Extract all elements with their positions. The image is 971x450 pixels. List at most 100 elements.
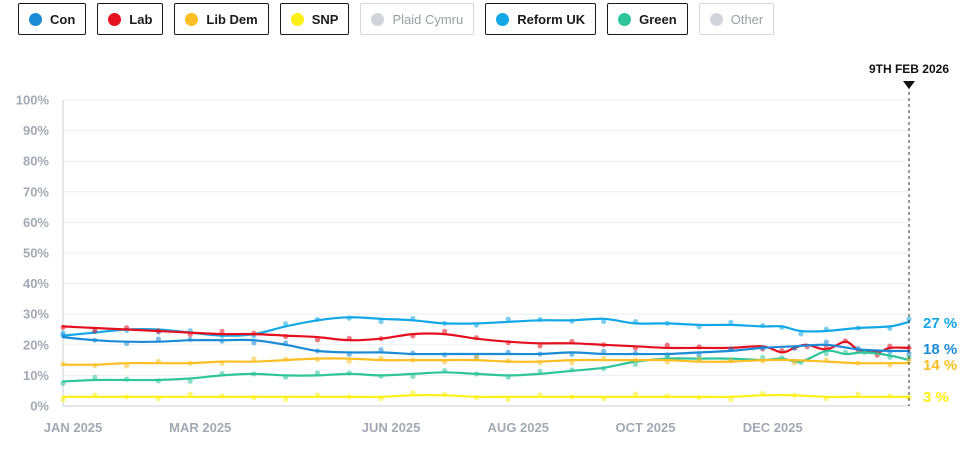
- poll-point: [505, 396, 511, 403]
- poll-point: [664, 342, 670, 348]
- legend-dot-icon: [185, 12, 199, 26]
- legend-label: Other: [730, 11, 764, 27]
- poll-point: [537, 368, 543, 374]
- legend-chip-green[interactable]: Green: [607, 3, 688, 35]
- trend-line: [61, 393, 911, 399]
- party-legend: Con Lab Lib Dem SNP Plaid Cymru Reform UK Gree…: [18, 3, 775, 35]
- trend-line: [61, 325, 911, 354]
- poll-point: [346, 358, 352, 364]
- poll-point: [155, 336, 162, 342]
- legend-label: Lab: [129, 11, 153, 27]
- end-label-reform-uk: 27 %: [923, 315, 957, 332]
- poll-point: [906, 357, 912, 364]
- y-tick-label: 20%: [23, 337, 49, 352]
- y-tick-label: 30%: [23, 307, 49, 322]
- series-lib-dem: [60, 354, 912, 369]
- x-tick-label: MAR 2025: [169, 420, 231, 435]
- poll-point: [798, 331, 804, 337]
- poll-point: [823, 339, 829, 345]
- end-label-snp: 3 %: [923, 389, 949, 406]
- x-tick-label: JUN 2025: [362, 420, 421, 435]
- date-marker: 9TH FEB 2026: [869, 62, 949, 406]
- poll-point: [696, 356, 702, 362]
- legend-chip-reform-uk[interactable]: Reform UK: [485, 3, 597, 35]
- y-tick-label: 40%: [23, 276, 49, 291]
- y-tick-label: 50%: [23, 246, 49, 261]
- poll-point: [632, 361, 639, 367]
- poll-point: [251, 340, 257, 346]
- y-tick-label: 90%: [23, 123, 49, 138]
- poll-point: [219, 328, 225, 334]
- y-tick-label: 100%: [16, 93, 50, 108]
- y-tick-label: 70%: [23, 184, 49, 199]
- poll-point: [855, 391, 861, 397]
- legend-label: Green: [639, 11, 677, 27]
- poll-point: [728, 396, 734, 403]
- series-lines: [60, 315, 912, 403]
- x-tick-label: AUG 2025: [488, 420, 549, 435]
- legend-dot-icon: [290, 12, 304, 26]
- legend-chip-lib-dem[interactable]: Lib Dem: [174, 3, 269, 35]
- grid-lines: [62, 99, 909, 407]
- x-tick-label: OCT 2025: [615, 420, 675, 435]
- legend-chip-con[interactable]: Con: [18, 3, 87, 35]
- poll-point: [283, 396, 289, 403]
- marker-label: 9TH FEB 2026: [869, 62, 949, 76]
- legend-chip-other[interactable]: Other: [698, 3, 775, 35]
- poll-point: [601, 348, 607, 354]
- series-lab: [60, 324, 912, 358]
- legend-chip-lab[interactable]: Lab: [97, 3, 164, 35]
- poll-point: [92, 374, 98, 380]
- legend-dot-icon: [496, 12, 510, 26]
- poll-point: [314, 337, 321, 343]
- poll-point: [60, 396, 66, 403]
- series-snp: [60, 389, 912, 403]
- poll-point: [537, 343, 543, 349]
- poll-point: [791, 360, 798, 366]
- y-tick-label: 60%: [23, 215, 49, 230]
- poll-point: [906, 316, 912, 322]
- poll-point: [410, 389, 416, 396]
- poll-point: [632, 391, 639, 397]
- poll-point: [124, 363, 130, 369]
- x-tick-label: DEC 2025: [743, 420, 803, 435]
- end-labels: 27 % 18 %14 % 3 %: [923, 315, 957, 406]
- y-tick-label: 0%: [30, 399, 49, 414]
- poll-point: [601, 318, 607, 325]
- poll-point: [569, 360, 575, 366]
- poll-point: [760, 354, 766, 360]
- poll-point: [251, 356, 257, 362]
- trend-line: [61, 336, 911, 356]
- legend-label: Reform UK: [517, 11, 586, 27]
- poll-point: [906, 351, 912, 357]
- end-label-lib-dem: 14 %: [923, 357, 957, 374]
- poll-point: [473, 354, 480, 360]
- legend-label: Plaid Cymru: [392, 11, 464, 27]
- x-tick-label: JAN 2025: [44, 420, 103, 435]
- legend-dot-icon: [709, 12, 723, 26]
- poll-point: [187, 378, 193, 384]
- series-con: [60, 332, 912, 360]
- legend-dot-icon: [29, 12, 42, 26]
- legend-chip-plaid-cymru[interactable]: Plaid Cymru: [360, 3, 475, 35]
- poll-point: [187, 391, 193, 397]
- legend-label: Lib Dem: [206, 11, 258, 27]
- y-tick-label: 80%: [23, 154, 49, 169]
- poll-point: [442, 328, 448, 334]
- poll-point: [92, 328, 98, 334]
- trend-line: [61, 357, 911, 366]
- legend-dot-icon: [108, 12, 122, 26]
- legend-dot-icon: [618, 12, 632, 26]
- y-axis-ticks: 0% 10% 20% 30% 40% 50% 60% 70% 80% 90% 100%: [16, 93, 50, 414]
- poll-point: [378, 318, 384, 325]
- y-tick-label: 10%: [23, 368, 49, 383]
- legend-chip-snp[interactable]: SNP: [279, 3, 350, 35]
- trend-line: [61, 316, 911, 337]
- x-axis-ticks: JAN 2025 MAR 2025 JUN 2025 AUG 2025 OCT 2025…: [44, 420, 803, 435]
- end-label-con: 18 %: [923, 341, 957, 358]
- legend-dot-icon: [371, 12, 385, 26]
- poll-point: [314, 370, 321, 376]
- legend-label: SNP: [311, 11, 339, 27]
- poll-point: [728, 319, 734, 325]
